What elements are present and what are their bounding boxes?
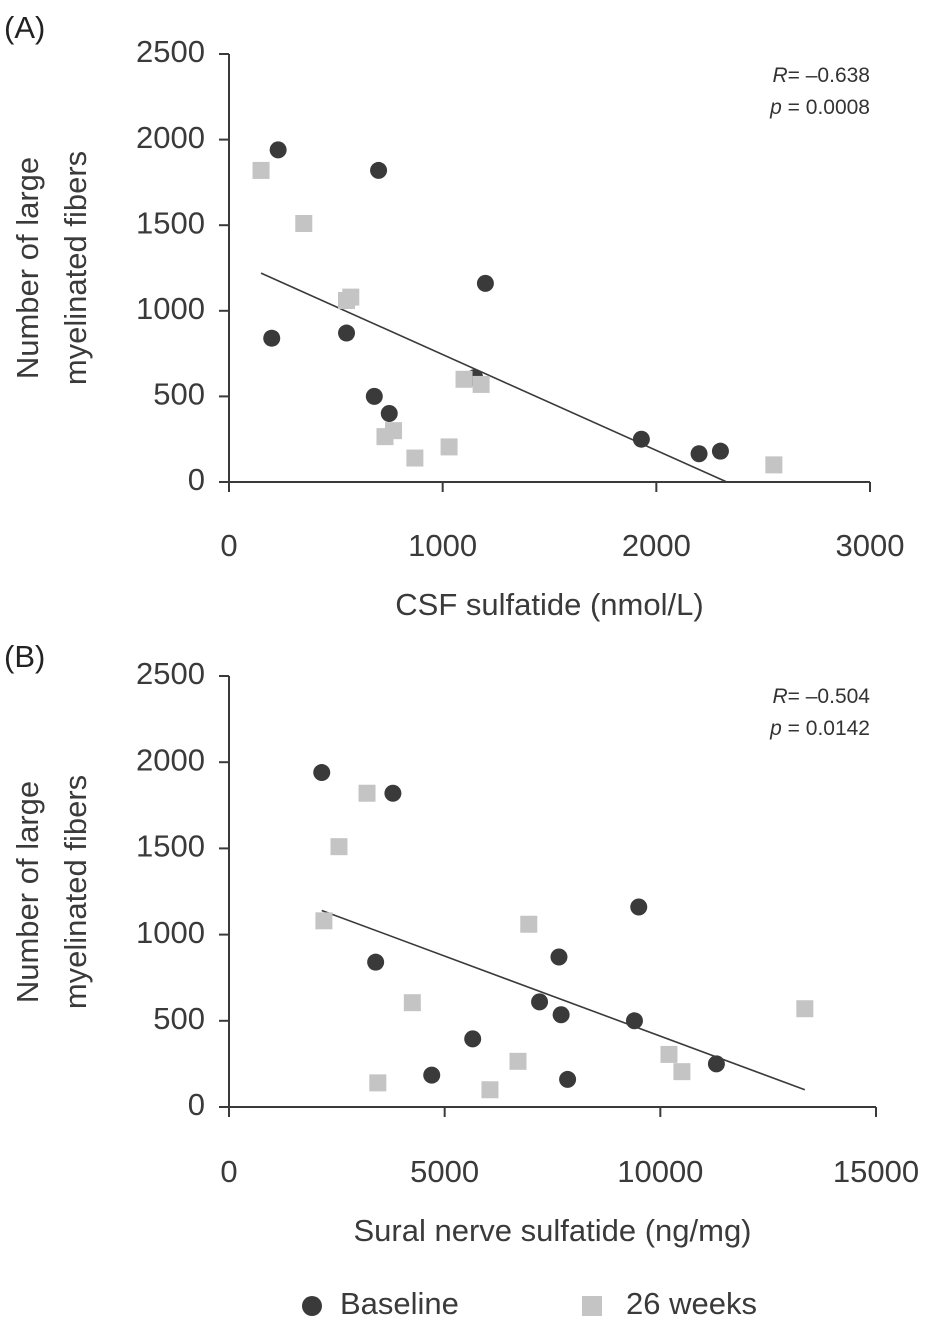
week26-point xyxy=(472,375,490,393)
y-axis-title-line: Number of large xyxy=(10,781,45,1003)
y-tick-label: 1500 xyxy=(136,829,205,864)
legend-week26-marker xyxy=(582,1296,602,1316)
p-value: = 0.0142 xyxy=(782,717,870,740)
y-axis-title-line: Number of large xyxy=(10,157,45,379)
p-symbol: p xyxy=(769,717,782,740)
x-tick-label: 0 xyxy=(220,1154,237,1189)
baseline-point xyxy=(711,442,729,460)
week26-point xyxy=(358,784,376,802)
r-value: = –0.638 xyxy=(788,64,870,87)
baseline-point xyxy=(464,1030,482,1048)
y-tick-label: 1500 xyxy=(136,205,205,240)
week26-point xyxy=(481,1081,499,1099)
baseline-point xyxy=(630,898,648,916)
baseline-point xyxy=(384,784,402,802)
x-tick-label: 0 xyxy=(220,528,237,563)
week26-point xyxy=(369,1074,387,1092)
x-tick-label: 1000 xyxy=(408,528,477,563)
baseline-point xyxy=(559,1070,577,1088)
y-tick-label: 500 xyxy=(153,1001,205,1036)
week26-point xyxy=(342,288,360,306)
week26-point xyxy=(660,1045,678,1063)
week26-point xyxy=(315,912,333,930)
week26-point xyxy=(455,370,473,388)
week26-point xyxy=(330,838,348,856)
x-axis-title: CSF sulfatide (nmol/L) xyxy=(395,587,703,622)
legend: Baseline 26 weeks xyxy=(302,1286,757,1321)
r-symbol: R xyxy=(772,64,787,87)
baseline-point xyxy=(370,161,388,179)
baseline-point xyxy=(313,764,331,782)
baseline-point xyxy=(476,274,494,292)
y-tick-label: 0 xyxy=(188,462,205,497)
week26-point xyxy=(765,456,783,474)
baseline-point xyxy=(632,430,650,448)
legend-baseline-marker xyxy=(302,1296,322,1316)
week26-point xyxy=(520,915,538,933)
week26-point xyxy=(295,214,313,232)
week26-point xyxy=(673,1063,691,1081)
x-tick-label: 5000 xyxy=(410,1154,479,1189)
y-tick-label: 1000 xyxy=(136,291,205,326)
panel-label: (A) xyxy=(4,10,45,45)
r-value-annotation: R= –0.504 xyxy=(772,685,870,708)
y-axis-title-line: myelinated fibers xyxy=(58,151,93,385)
y-tick-label: 2500 xyxy=(136,34,205,69)
legend-label: Baseline xyxy=(340,1286,459,1321)
panel-label: (B) xyxy=(4,639,45,674)
baseline-point xyxy=(423,1066,441,1084)
r-symbol: R xyxy=(772,685,787,708)
baseline-point xyxy=(338,324,356,342)
regression-line xyxy=(321,909,806,1091)
baseline-point xyxy=(269,141,287,159)
week26-point xyxy=(509,1052,527,1070)
legend-label: 26 weeks xyxy=(626,1286,757,1321)
baseline-point xyxy=(625,1012,643,1030)
x-axis-title: Sural nerve sulfatide (ng/mg) xyxy=(353,1213,751,1248)
y-tick-label: 1000 xyxy=(136,915,205,950)
y-tick-label: 2000 xyxy=(136,120,205,155)
p-value: = 0.0008 xyxy=(782,96,870,119)
baseline-point xyxy=(367,953,385,971)
panel-b: (B) 0 500 1000 1500 2000 2500 0 5000 10000 15000 Su… xyxy=(4,639,919,1248)
panel-a: (A) 0 500 1000 1500 2000 2500 0 1000 2000 3000 CSF … xyxy=(4,10,904,622)
baseline-point xyxy=(552,1006,570,1024)
y-tick-label: 0 xyxy=(188,1087,205,1122)
p-symbol: p xyxy=(769,96,782,119)
week26-point xyxy=(796,1000,814,1018)
y-tick-label: 500 xyxy=(153,377,205,412)
x-tick-label: 15000 xyxy=(833,1154,919,1189)
x-tick-label: 3000 xyxy=(836,528,905,563)
week26-point xyxy=(440,438,458,456)
x-tick-label: 2000 xyxy=(622,528,691,563)
y-tick-label: 2000 xyxy=(136,742,205,777)
baseline-point xyxy=(365,387,383,405)
week26-point xyxy=(376,428,394,446)
x-tick-label: 10000 xyxy=(617,1154,703,1189)
baseline-point xyxy=(707,1055,725,1073)
baseline-point xyxy=(531,993,549,1011)
p-value-annotation: p = 0.0008 xyxy=(769,96,870,119)
baseline-point xyxy=(550,948,568,966)
r-value: = –0.504 xyxy=(788,685,871,708)
p-value-annotation: p = 0.0142 xyxy=(769,717,870,740)
week26-point xyxy=(403,994,421,1012)
y-axis-title-line: myelinated fibers xyxy=(58,775,93,1009)
week26-point xyxy=(252,161,270,179)
y-tick-label: 2500 xyxy=(136,656,205,691)
week26-point xyxy=(406,449,424,467)
baseline-point xyxy=(380,405,398,423)
baseline-point xyxy=(690,445,708,463)
baseline-point xyxy=(263,329,281,347)
r-value-annotation: R= –0.638 xyxy=(772,64,870,87)
regression-line xyxy=(260,272,728,483)
